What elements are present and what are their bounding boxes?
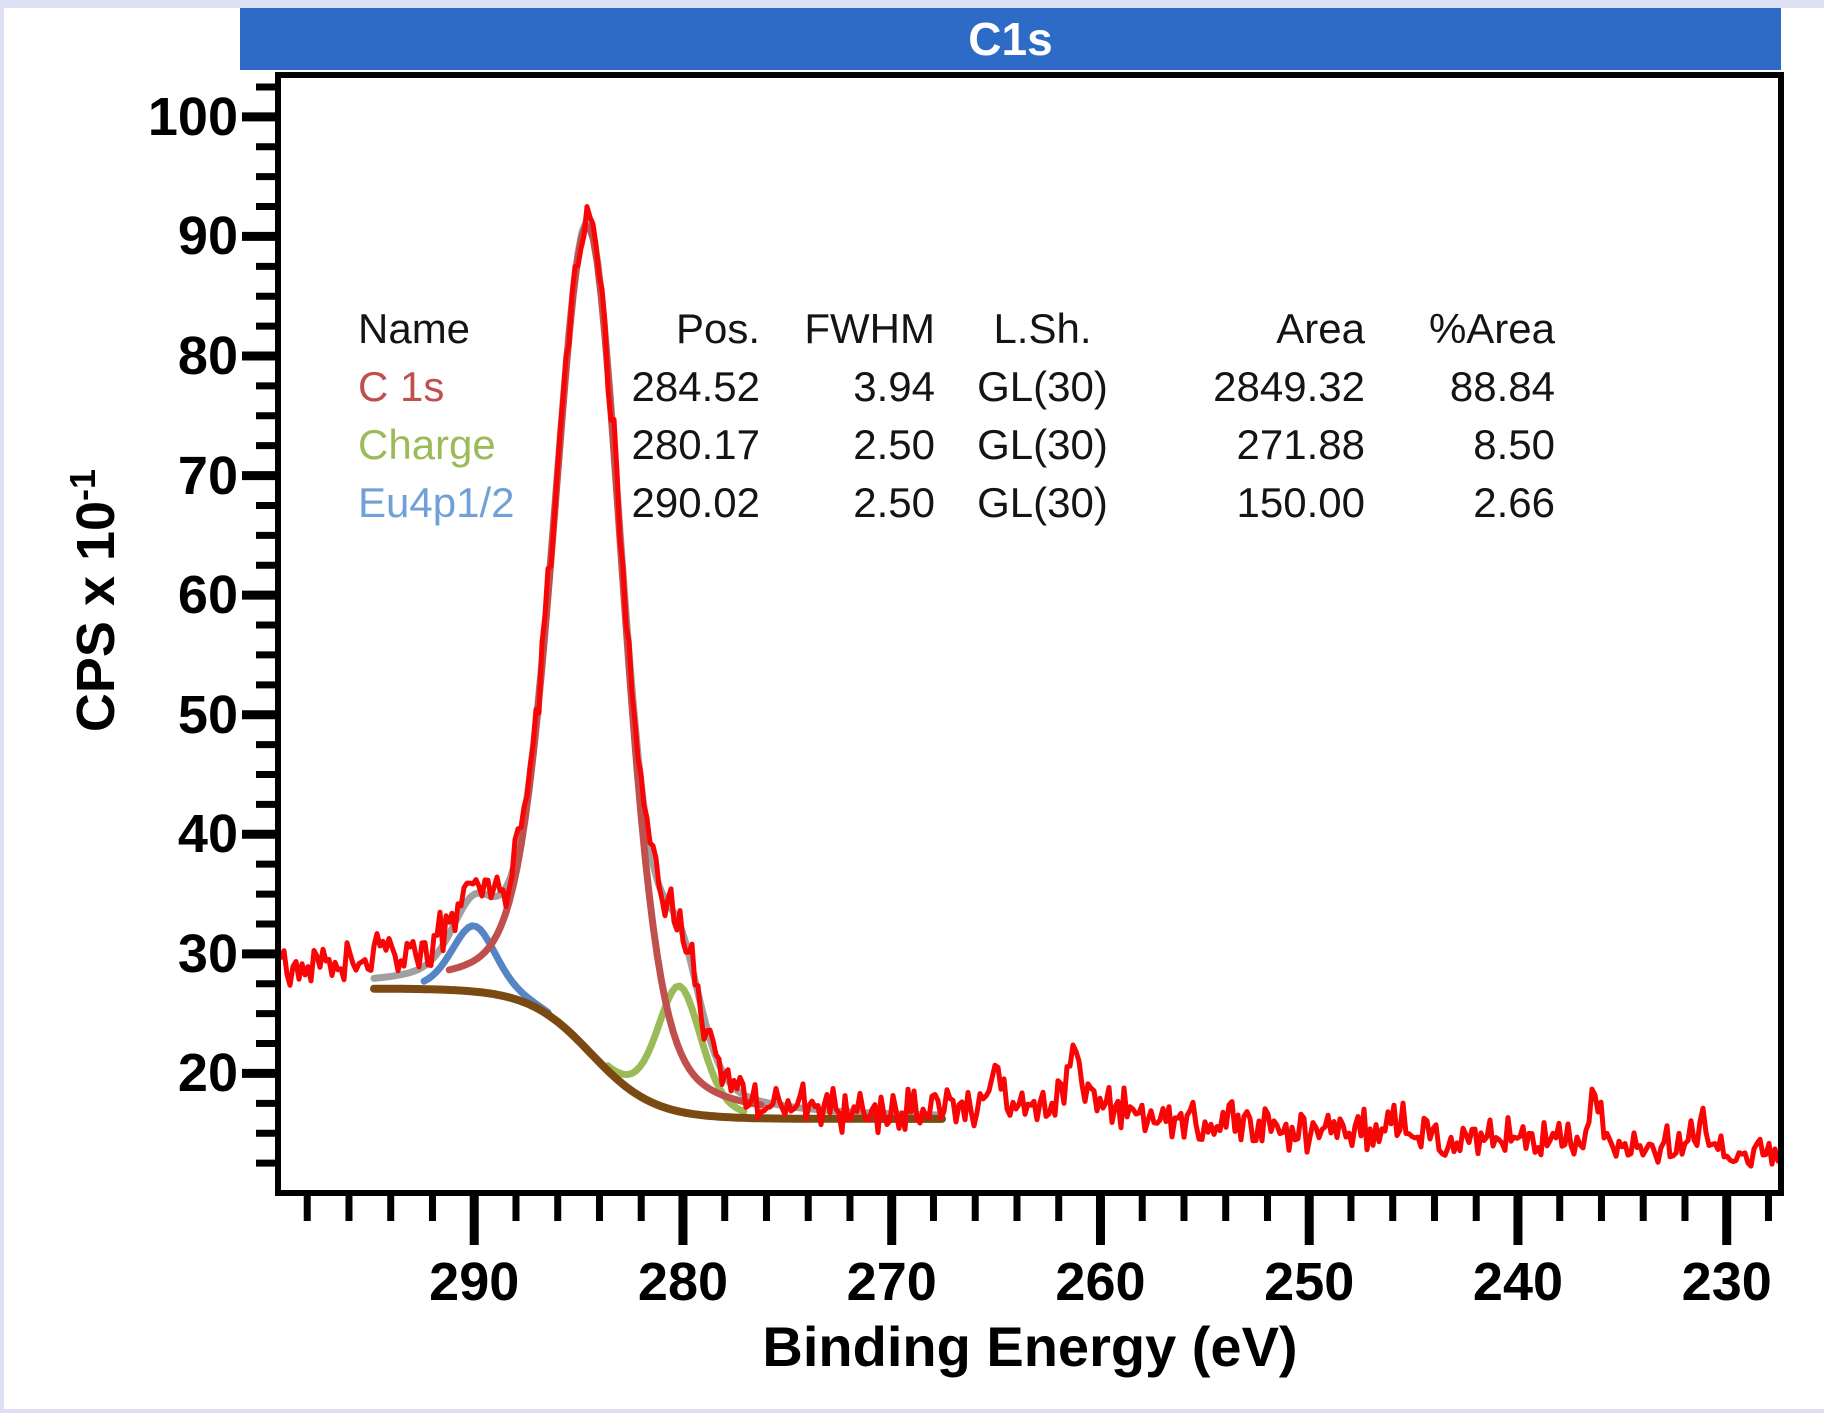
header-cell-pctarea: %Area	[1428, 305, 1555, 352]
header-cell-fwhm: FWHM	[804, 305, 935, 352]
x-tick-label: 270	[846, 1252, 937, 1312]
row-pos: 290.02	[631, 479, 760, 526]
row-pos: 284.52	[631, 363, 760, 410]
axis-ticks	[242, 83, 1772, 1245]
raw-spectrum-curve	[278, 204, 1781, 1169]
y-tick-label: 100	[147, 86, 238, 147]
row-area: 2849.32	[1213, 363, 1365, 410]
x-tick-label: 240	[1472, 1252, 1564, 1312]
eu4p12-component-curve	[420, 922, 552, 1016]
y-tick-label: 60	[177, 565, 238, 626]
row-name: C 1s	[358, 363, 445, 410]
row-area: 150.00	[1236, 479, 1365, 526]
plot-frame	[275, 72, 1784, 1196]
x-tick-label: 230	[1681, 1252, 1772, 1312]
header-cell-lsh: L.Sh.	[993, 305, 1092, 352]
row-fwhm: 2.50	[853, 421, 935, 468]
row-pos: 280.17	[631, 421, 760, 468]
window-bottom-strip	[0, 1409, 1824, 1413]
header-cell-pos: Pos.	[675, 305, 760, 352]
x-tick-label: 280	[637, 1252, 729, 1312]
row-fwhm: 2.50	[853, 479, 935, 526]
row-name: Charge	[358, 421, 496, 468]
x-tick-label: 260	[1055, 1252, 1146, 1312]
x-axis-title: Binding Energy (eV)	[762, 1315, 1298, 1378]
row-pctarea: 88.84	[1449, 363, 1555, 410]
y-tick-label: 90	[177, 206, 238, 267]
title-bar: C1s	[240, 8, 1781, 70]
fit-table: Name Pos. FWHM L.Sh. Area %Area C 1s 284…	[358, 300, 1555, 532]
header-cell-area: Area	[1276, 305, 1365, 352]
y-tick-label: 30	[177, 923, 238, 984]
row-name: Eu4p1/2	[358, 479, 515, 526]
row-fwhm: 3.94	[853, 363, 935, 410]
header-cell-name: Name	[358, 305, 471, 352]
row-pctarea: 2.66	[1473, 479, 1555, 526]
y-tick-label: 50	[177, 684, 238, 745]
window-left-strip	[0, 0, 4, 1413]
row-pctarea: 8.50	[1473, 421, 1555, 468]
row-lsh: GL(30)	[977, 363, 1108, 410]
row-lsh: GL(30)	[977, 479, 1108, 526]
plot-title: C1s	[968, 13, 1053, 65]
row-lsh: GL(30)	[977, 421, 1108, 468]
y-tick-label: 20	[177, 1043, 238, 1104]
spectrum-curves	[278, 204, 1781, 1169]
x-tick-label: 290	[429, 1252, 520, 1312]
y-tick-label: 40	[177, 804, 238, 865]
x-tick-label: 250	[1264, 1252, 1355, 1312]
window-top-strip	[0, 0, 1824, 8]
row-area: 271.88	[1236, 421, 1365, 468]
y-tick-label: 80	[177, 325, 238, 386]
y-tick-label: 70	[177, 445, 238, 506]
